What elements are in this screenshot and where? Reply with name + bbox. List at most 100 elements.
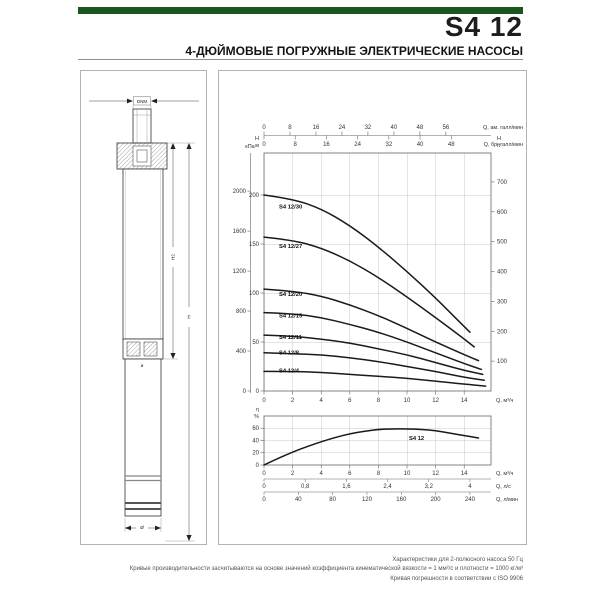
dim-motor-diameter-label: ø: [141, 363, 144, 368]
efficiency-curve-label: S4 12: [409, 436, 424, 442]
svg-text:1600: 1600: [233, 229, 247, 235]
pump-curves: S4 12/30 S4 12/27 S4 12/20 S4 12/15 S4 12/11…: [263, 194, 487, 387]
svg-text:%: %: [254, 414, 259, 420]
svg-text:2000: 2000: [233, 189, 247, 195]
svg-text:8: 8: [294, 142, 298, 148]
x-axis-top-gpm: 0 8 16 24 32 40 48 56 0 8 16 24 32 40 48 Q, ам. галл/ми…: [262, 125, 523, 148]
svg-text:600: 600: [497, 210, 508, 216]
curve-label: S4 12/4: [279, 368, 300, 374]
svg-text:240: 240: [465, 497, 476, 503]
footer-note-2: Кривые производительности засчитываются …: [129, 566, 523, 573]
efficiency-curve: [263, 428, 480, 466]
dim-total-height-label: H: [187, 315, 192, 318]
svg-text:4: 4: [320, 398, 324, 404]
svg-text:150: 150: [249, 242, 260, 248]
svg-text:50: 50: [252, 340, 259, 346]
arrow-left-icon: [125, 525, 131, 531]
arrow-down-icon: [170, 353, 176, 359]
arrow-up-icon: [186, 143, 192, 149]
curve-S4-12-8: [263, 352, 485, 381]
svg-text:2: 2: [291, 471, 295, 477]
accent-bar: [78, 7, 523, 14]
performance-charts-panel: 0 8 16 24 32 40 48 56 0 8 16 24 32 40 48 Q, ам. галл/ми…: [218, 70, 527, 545]
footer-note-3: Кривая погрешности в соответствии с ISO …: [390, 575, 523, 582]
arrow-right-icon: [155, 525, 161, 531]
x-axis-m3h: 0 2 4 6 8 10 12 14 Q, м³/ч: [262, 391, 513, 404]
svg-text:8: 8: [377, 398, 381, 404]
y-axis-metres: 0 50 100 150 200 Hм: [249, 136, 264, 395]
svg-text:12: 12: [432, 398, 439, 404]
svg-text:0: 0: [256, 463, 260, 469]
svg-text:8: 8: [288, 125, 292, 131]
dimension-dnm: DNM: [89, 96, 199, 109]
svg-text:14: 14: [461, 471, 468, 477]
svg-text:10: 10: [404, 471, 411, 477]
curve-label: S4 12/20: [279, 292, 302, 298]
grid: [263, 416, 491, 465]
svg-text:3,2: 3,2: [425, 484, 434, 490]
curve-S4-12-15: [263, 311, 483, 371]
svg-text:24: 24: [339, 125, 346, 131]
curve-label: S4 12/15: [279, 314, 303, 320]
svg-text:120: 120: [362, 497, 373, 503]
svg-text:η: η: [256, 407, 259, 413]
svg-text:Q, л/с: Q, л/с: [496, 484, 511, 490]
dim-pump-height-label: H2: [171, 254, 176, 260]
svg-text:1,6: 1,6: [342, 484, 351, 490]
pump-body: [116, 108, 168, 517]
curve-S4-12-27: [263, 236, 475, 348]
svg-text:800: 800: [236, 309, 247, 315]
svg-text:кПа: кПа: [245, 144, 255, 150]
svg-text:0: 0: [262, 142, 266, 148]
svg-text:8: 8: [377, 471, 381, 477]
svg-text:100: 100: [497, 359, 508, 365]
x-axis-m3h-efficiency: 0 2 4 6 8 10 12 14 Q, м³/ч: [262, 465, 513, 477]
svg-text:48: 48: [448, 142, 455, 148]
curve-label: S4 12/30: [279, 205, 302, 211]
svg-text:400: 400: [236, 349, 247, 355]
dim-diameter-label: Ø: [140, 525, 144, 530]
svg-text:400: 400: [497, 270, 508, 276]
svg-text:0: 0: [243, 389, 247, 395]
curve-label: S4 12/11: [279, 335, 303, 341]
arrow-up-icon: [170, 143, 176, 149]
svg-text:24: 24: [354, 142, 361, 148]
svg-text:160: 160: [396, 497, 407, 503]
svg-text:80: 80: [329, 497, 336, 503]
page-title: S4 12: [444, 11, 523, 42]
svg-text:56: 56: [443, 125, 450, 131]
header-rule: [78, 59, 523, 60]
curve-label: S4 12/8: [279, 351, 300, 357]
svg-text:2: 2: [291, 398, 295, 404]
svg-text:0: 0: [262, 125, 266, 131]
head-flow-chart: 0 8 16 24 32 40 48 560 8 16 24 32 40 48Q, ам. галл/ми…: [233, 125, 523, 404]
dimension-h2: H2: [163, 142, 195, 360]
charts-svg: 0 8 16 24 32 40 48 560 8 16 24 32 40 48Q, ам. галл/ми…: [233, 125, 523, 503]
arrow-left-icon: [151, 98, 157, 104]
svg-text:H: H: [255, 136, 259, 142]
pump-dimensional-drawing: DNM: [80, 70, 207, 545]
svg-text:Q, л/мин: Q, л/мин: [496, 497, 518, 503]
svg-text:1200: 1200: [233, 269, 247, 275]
svg-text:0: 0: [262, 471, 266, 477]
pump-drawing-svg: DNM: [89, 96, 199, 542]
svg-text:4: 4: [468, 484, 472, 490]
svg-text:60: 60: [252, 426, 259, 432]
svg-text:200: 200: [497, 329, 508, 335]
discharge-port: [132, 108, 152, 144]
svg-text:0: 0: [262, 484, 266, 490]
svg-text:200: 200: [249, 193, 260, 199]
svg-text:ft: ft: [497, 143, 501, 149]
x-axis-litres-per-minute: 0 40 80 120 160 200 240 Q, л/мин: [262, 491, 518, 503]
svg-text:20: 20: [252, 451, 259, 457]
svg-text:40: 40: [391, 125, 398, 131]
svg-text:14: 14: [461, 398, 468, 404]
svg-text:40: 40: [252, 438, 259, 444]
svg-text:6: 6: [348, 471, 352, 477]
x-axis-litres-per-second: 0 0,8 1,6 2,4 3,2 4 Q, л/с: [262, 478, 511, 490]
svg-text:48: 48: [417, 125, 424, 131]
y-axis-feet: 100 200 300 400 500 600 700 Hft: [491, 136, 508, 365]
svg-text:16: 16: [313, 125, 320, 131]
